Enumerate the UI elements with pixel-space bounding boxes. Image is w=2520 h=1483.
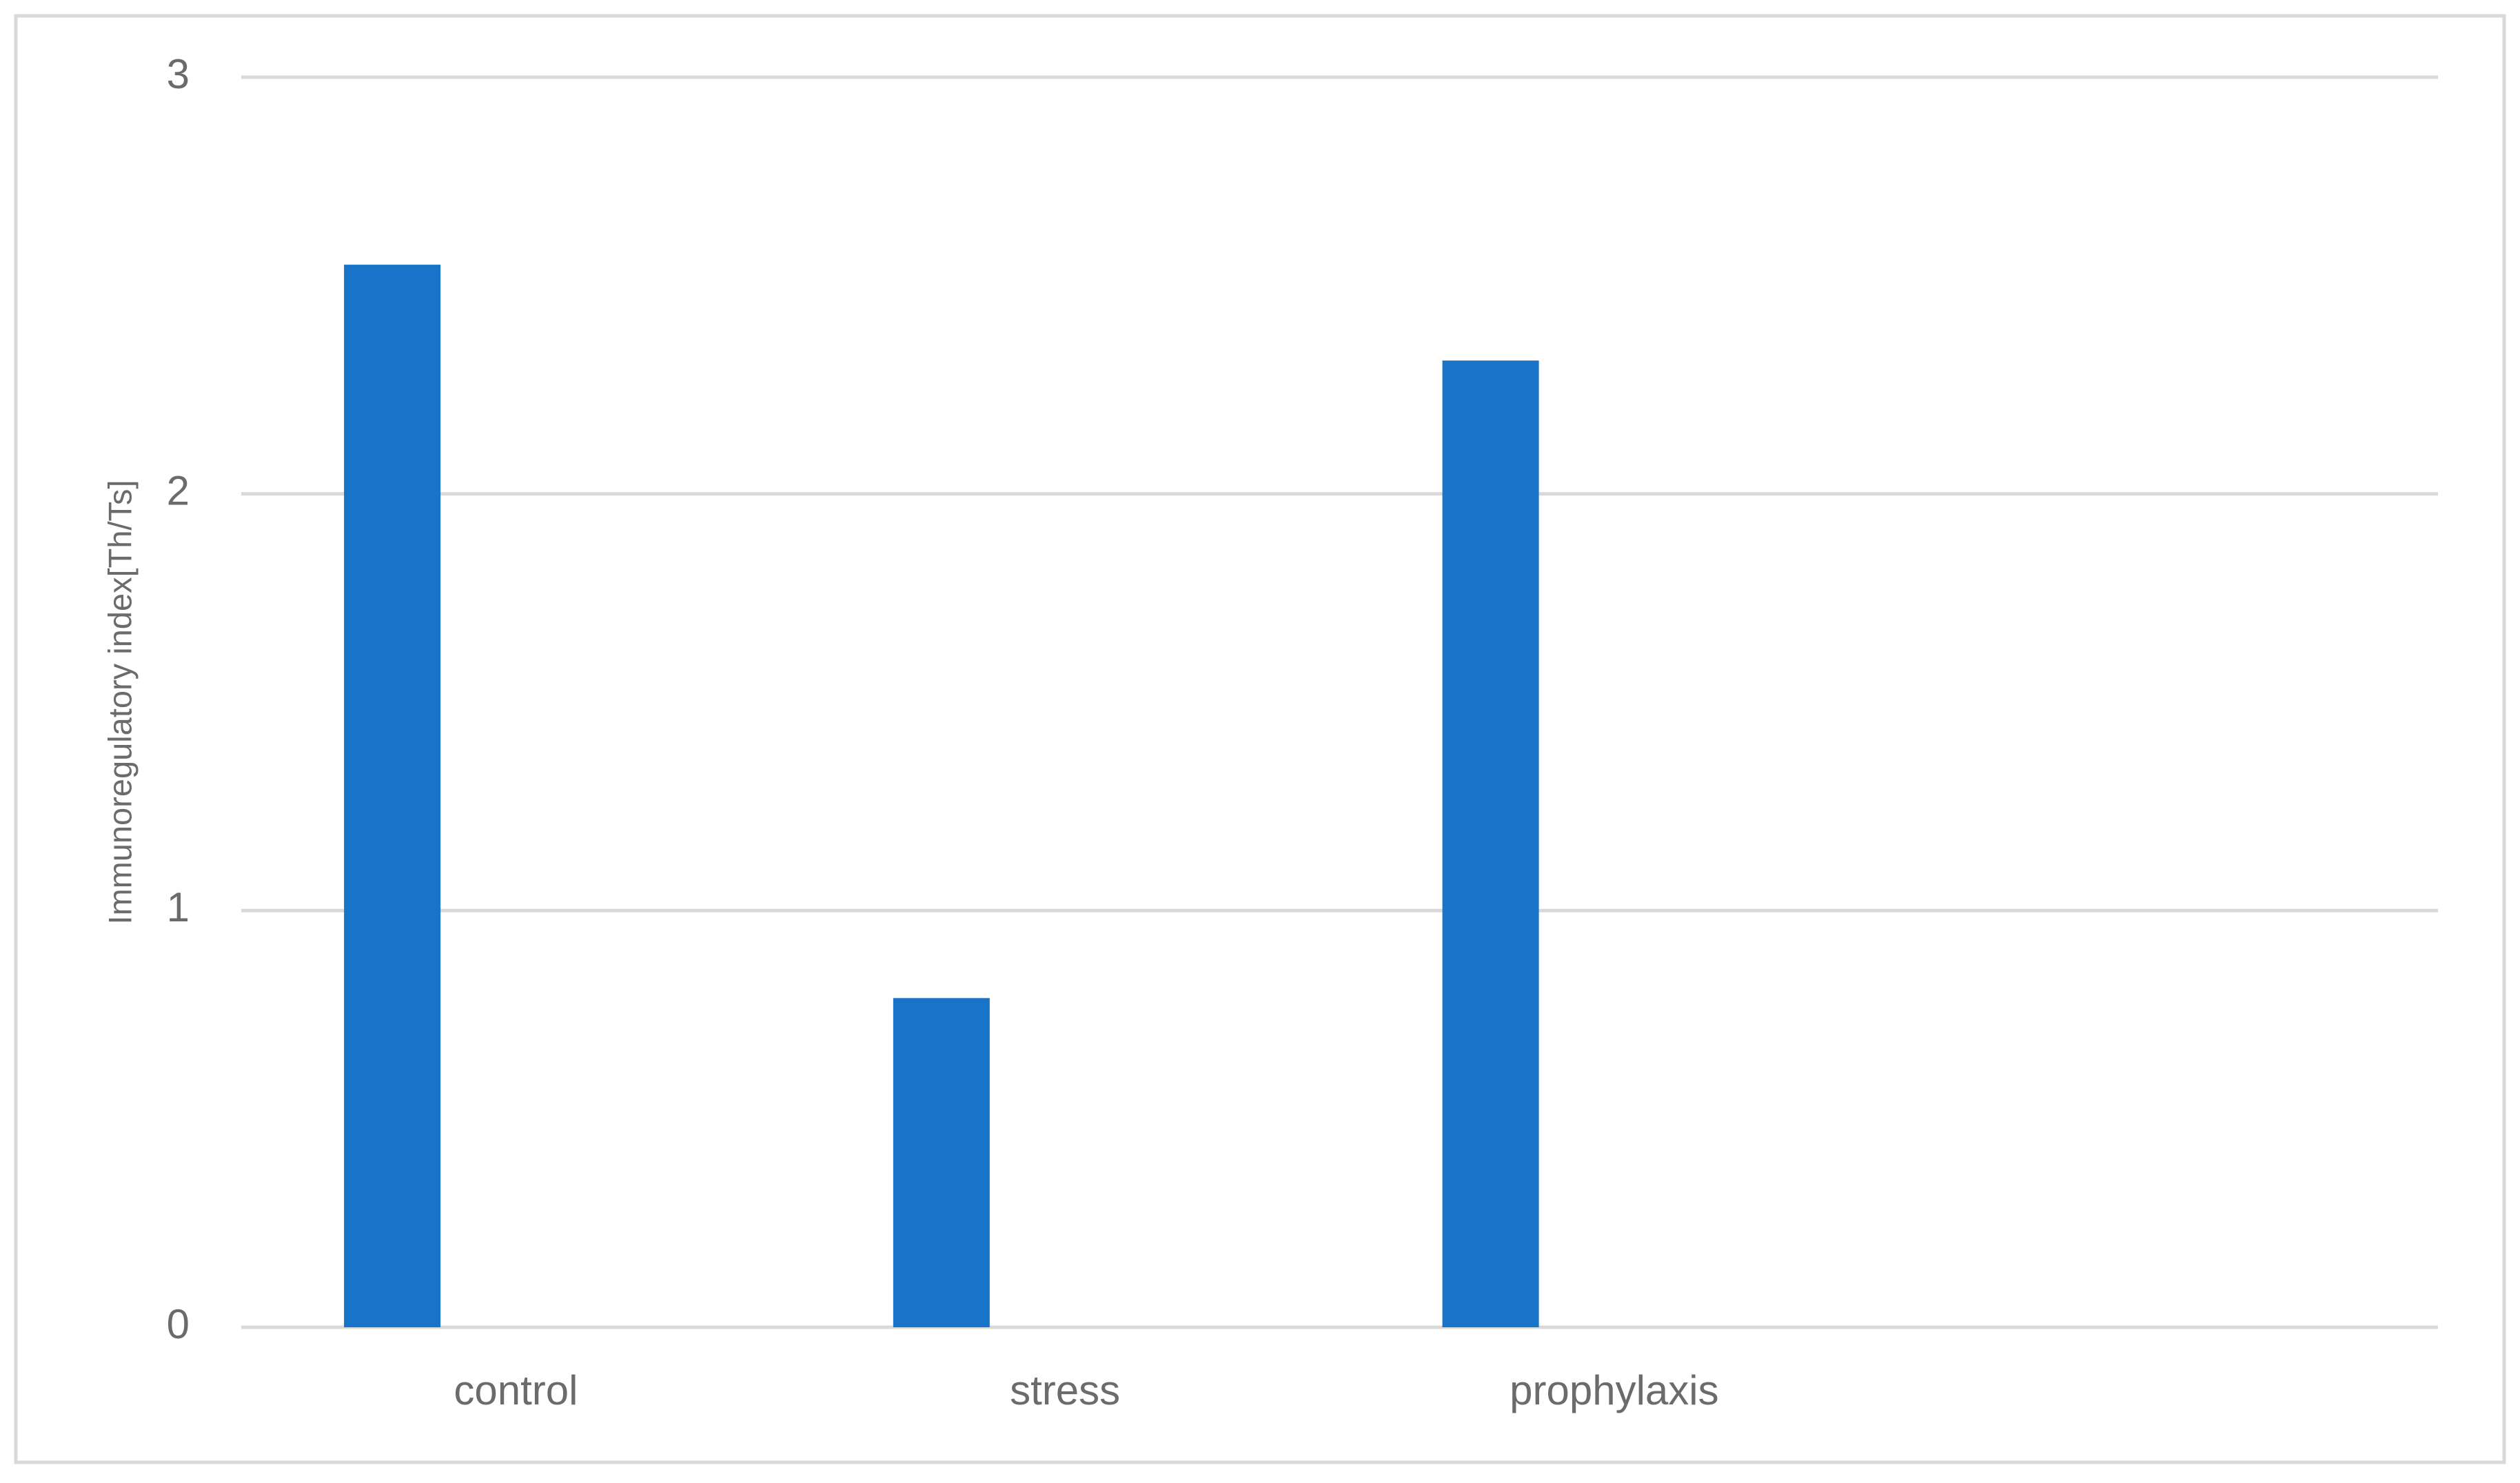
bar [1442, 360, 1539, 1327]
bar [893, 998, 990, 1327]
y-tick-label: 3 [167, 51, 190, 97]
y-axis-title: Immunoregulatory index[Th/Ts] [101, 480, 138, 924]
bar [344, 265, 441, 1328]
y-tick-label: 1 [167, 884, 190, 930]
x-tick-label: prophylaxis [1510, 1367, 1719, 1413]
x-tick-label: stress [1010, 1367, 1120, 1413]
y-tick-label: 0 [167, 1301, 190, 1347]
x-tick-label: control [454, 1367, 578, 1413]
y-tick-label: 2 [167, 468, 190, 514]
